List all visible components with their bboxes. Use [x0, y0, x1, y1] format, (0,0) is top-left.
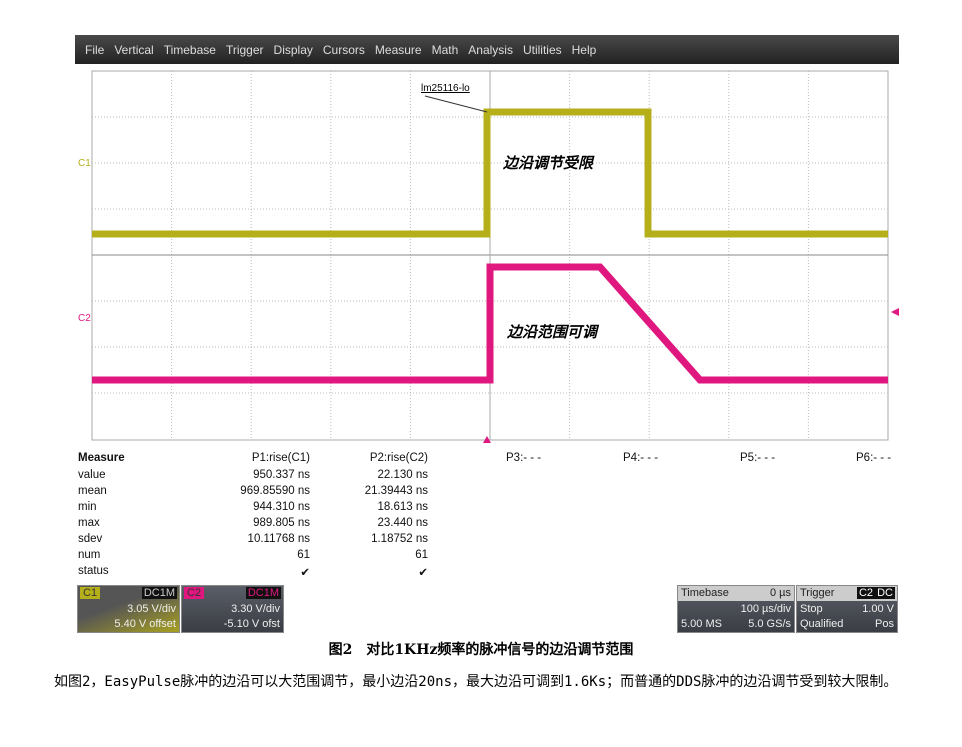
waveform-grid — [91, 70, 899, 443]
timebase-title: Timebase — [681, 587, 729, 599]
trigger-box[interactable]: Trigger C2 DC Stop 1.00 V Qualified Pos — [796, 585, 898, 633]
trace-label: lm25116-lo — [421, 83, 470, 94]
measure-p1-value: 969.85590 ns — [240, 485, 310, 497]
trigger-level: 1.00 V — [862, 603, 894, 615]
body-paragraph: 如图2，EasyPulse脉冲的边沿可以大范围调节，最小边沿20ns，最大边沿可… — [54, 674, 898, 690]
measure-p2-value: 21.39443 ns — [364, 485, 428, 497]
label-leader-line — [424, 95, 488, 113]
measure-row-label: min — [78, 501, 97, 513]
annotation-top: 边沿调节受限 — [503, 154, 594, 172]
measure-p1-value: 10.11768 ns — [247, 533, 310, 545]
measure-p2-value: 18.613 ns — [377, 501, 428, 513]
menu-measure[interactable]: Measure — [374, 42, 422, 57]
param-header-p1: P1:rise(C1) — [251, 452, 310, 464]
trigger-title: Trigger — [800, 587, 835, 599]
menu-trigger[interactable]: Trigger — [225, 42, 264, 57]
timebase-rate: 5.0 GS/s — [748, 618, 791, 630]
c2-offset: -5.10 V ofst — [223, 618, 280, 630]
param-header-p5: P5:- - - — [740, 452, 776, 464]
c2-marker[interactable]: C2 — [78, 313, 91, 324]
menu-utilities[interactable]: Utilities — [522, 42, 562, 57]
measure-row-label: sdev — [78, 533, 103, 545]
menu-math[interactable]: Math — [431, 42, 459, 57]
figure-caption: 图2 对比1KHz频率的脉冲信号的边沿调节范围 — [328, 642, 634, 658]
measure-row-label: mean — [78, 485, 107, 497]
c2-vdiv: 3.30 V/div — [231, 603, 280, 615]
measure-p1-value: 61 — [297, 549, 310, 561]
measure-p1-value: 989.805 ns — [253, 517, 310, 529]
measure-title: Measure — [78, 452, 125, 464]
param-header-p4: P4:- - - — [623, 452, 659, 464]
menu-display[interactable]: Display — [273, 42, 313, 57]
measure-p1-value: 950.337 ns — [253, 469, 310, 481]
measure-row-label: max — [78, 517, 100, 529]
waveform-display: 边沿调节受限 边沿范围可调 lm25116-lo C1 C2 — [75, 64, 899, 444]
c1-trace — [92, 108, 888, 238]
c2-coupling: DC1M — [245, 587, 281, 599]
measure-p1-value: 944.310 ns — [253, 501, 310, 513]
c1-channel-box[interactable]: C1 DC1M 3.05 V/div 5.40 V offset — [77, 585, 180, 633]
param-header-p6: P6:- - - — [856, 452, 892, 464]
measure-p2-value: 23.440 ns — [377, 517, 428, 529]
trigger-level-marker — [891, 308, 899, 316]
trigger-mode: Stop — [800, 603, 823, 615]
measure-p1-value: ✔ — [300, 567, 310, 579]
measure-row-label: status — [78, 565, 109, 577]
c1-vdiv: 3.05 V/div — [127, 603, 176, 615]
c2-trace — [92, 263, 888, 384]
trigger-slope: Pos — [875, 618, 894, 630]
c1-marker[interactable]: C1 — [78, 158, 91, 169]
trigger-type: Qualified — [800, 618, 844, 630]
measure-p2-value: 22.130 ns — [377, 469, 428, 481]
menu-timebase[interactable]: Timebase — [163, 42, 216, 57]
measure-row-label: value — [78, 469, 106, 481]
c2-name: C2 — [184, 587, 205, 599]
param-header-p3: P3:- - - — [506, 452, 542, 464]
measure-p2-value: 1.18752 ns — [371, 533, 428, 545]
annotation-bottom: 边沿范围可调 — [507, 323, 598, 341]
trigger-coupling: DC — [875, 587, 895, 599]
c1-offset: 5.40 V offset — [114, 618, 176, 630]
timebase-delay: 0 µs — [769, 587, 791, 599]
timebase-tdiv: 100 µs/div — [740, 603, 791, 615]
menu-file[interactable]: File — [85, 42, 105, 57]
c2-channel-box[interactable]: C2 DC1M 3.30 V/div -5.10 V ofst — [181, 585, 284, 633]
c1-name: C1 — [80, 587, 101, 599]
timebase-box[interactable]: Timebase 0 µs 100 µs/div 5.00 MS 5.0 GS/… — [677, 585, 795, 633]
param-header-p2: P2:rise(C2) — [369, 452, 428, 464]
trigger-source: C2 — [856, 587, 875, 599]
measure-p2-value: 61 — [415, 549, 428, 561]
menu-bar: File Vertical Timebase Trigger Display Cursor… — [75, 35, 899, 64]
menu-analysis[interactable]: Analysis — [468, 42, 513, 57]
menu-cursors[interactable]: Cursors — [322, 42, 365, 57]
menu-vertical[interactable]: Vertical — [114, 42, 154, 57]
c1-coupling: DC1M — [141, 587, 177, 599]
measure-p2-value: ✔ — [418, 567, 428, 579]
measure-row-label: num — [78, 549, 101, 561]
timebase-samples: 5.00 MS — [681, 618, 722, 630]
trigger-position-marker — [483, 436, 491, 443]
menu-help[interactable]: Help — [571, 42, 597, 57]
